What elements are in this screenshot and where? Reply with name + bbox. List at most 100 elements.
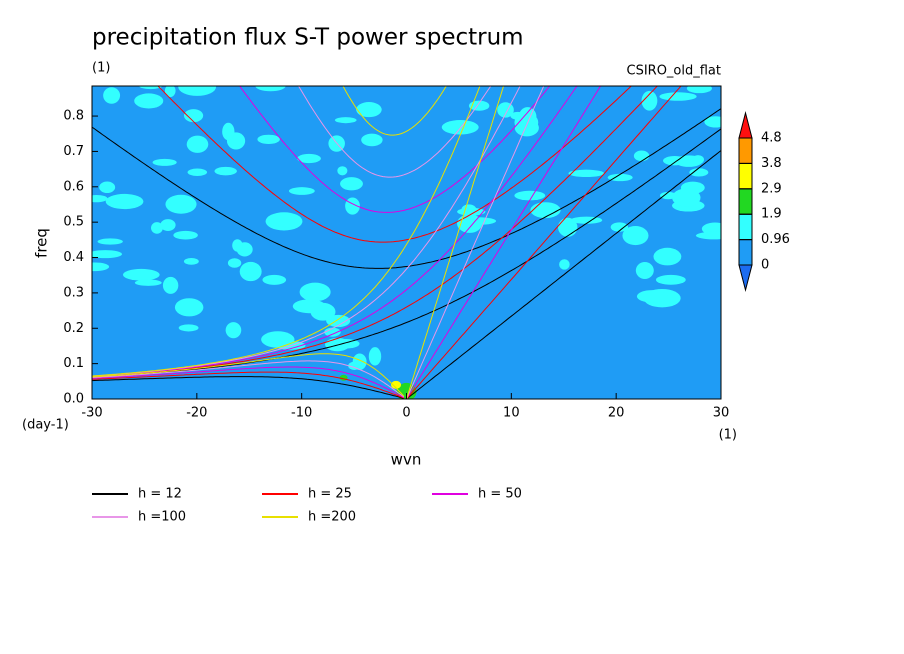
dispersion-curve — [92, 371, 405, 399]
field-patch — [514, 190, 546, 201]
field-patch — [257, 134, 280, 144]
field-patch — [310, 302, 336, 321]
dispersion-curve — [92, 86, 521, 377]
field-patch — [641, 90, 658, 111]
field-patch — [97, 238, 123, 245]
field-patch — [162, 276, 179, 294]
field-patch — [122, 268, 160, 281]
field-patch — [356, 102, 382, 118]
field-patch — [261, 331, 295, 348]
field-patch — [222, 122, 235, 141]
field-patch — [468, 100, 490, 111]
field-patch — [183, 258, 199, 265]
x-tick-label: 10 — [503, 406, 520, 421]
field-patch — [92, 262, 110, 272]
dispersion-curve — [92, 86, 578, 377]
field-patch — [178, 86, 217, 96]
dataset-label: CSIRO_old_flat — [627, 64, 722, 79]
plot-area — [92, 86, 721, 399]
field-patch — [173, 230, 198, 240]
dispersion-curve — [92, 86, 659, 378]
field-patch — [659, 92, 697, 101]
y-axis-label: freq — [33, 228, 51, 258]
field-patch — [165, 194, 197, 214]
field-patch — [92, 250, 123, 259]
field-patch — [139, 86, 162, 90]
field-patch — [610, 222, 629, 232]
field-patch — [704, 116, 721, 128]
y-tick-label: 0.0 — [63, 392, 84, 407]
field-patch — [461, 217, 497, 225]
field-patch — [636, 290, 668, 303]
field-patch — [225, 322, 242, 339]
y-tick-label: 0.1 — [63, 356, 84, 371]
field-patch — [352, 353, 367, 370]
colorbar-label: 2.9 — [761, 181, 782, 196]
x-tick-label: 30 — [713, 406, 730, 421]
field-patch — [326, 314, 351, 328]
dispersion-curve — [297, 86, 492, 178]
y-tick-label: 0.8 — [63, 109, 84, 124]
colorbar-box — [738, 239, 753, 266]
field-patch — [672, 188, 701, 207]
y-tick-label: 0.7 — [63, 144, 84, 159]
field-patch — [695, 231, 721, 240]
x-tick-label: 20 — [608, 406, 625, 421]
field-patch — [622, 226, 649, 246]
x-tick-label: -20 — [186, 406, 207, 421]
field-patch — [686, 86, 712, 94]
field-patch — [334, 117, 357, 124]
x-axis-label: wvn — [391, 451, 422, 469]
y-tick-label: 0.2 — [63, 321, 84, 336]
legend-label: h =200 — [308, 510, 356, 525]
field-patch — [340, 177, 363, 191]
field-patch — [174, 298, 204, 317]
field-patch — [368, 347, 382, 366]
field-patch — [152, 158, 177, 166]
field-patch — [232, 239, 243, 252]
field-patch — [633, 150, 650, 162]
field-patch — [151, 222, 163, 234]
field-patch — [262, 274, 287, 285]
field-patch — [239, 261, 262, 282]
field-patch — [607, 173, 633, 182]
x-units: (1) — [719, 428, 737, 443]
dispersion-curve — [92, 128, 721, 378]
dispersion-curve — [406, 150, 721, 399]
colorbar-label: 3.8 — [761, 156, 782, 171]
field-patch — [103, 87, 121, 104]
field-patch — [214, 166, 237, 176]
field-patch — [635, 262, 654, 279]
dispersion-curve — [92, 353, 405, 397]
field-patch — [391, 380, 402, 389]
dispersion-curve — [92, 366, 405, 399]
field-patch — [659, 191, 677, 200]
y-tick-label: 0.3 — [63, 285, 84, 300]
dispersion-curve — [406, 86, 545, 399]
field-patch — [178, 324, 199, 332]
dispersion-curve — [239, 86, 551, 213]
x-tick-label: 0 — [402, 406, 410, 421]
colorbar-box — [738, 213, 753, 241]
field-patch — [297, 153, 321, 164]
field-patch — [227, 258, 242, 268]
colorbar-box — [738, 162, 753, 190]
field-patch — [689, 168, 709, 177]
field-patch — [568, 169, 605, 178]
field-patch — [461, 204, 477, 216]
legend-label: h = 50 — [478, 487, 522, 502]
field-patch — [186, 135, 209, 153]
field-patch — [692, 155, 705, 165]
dispersion-curve — [92, 360, 405, 398]
field-patch — [530, 202, 561, 219]
x-tick-label: -30 — [81, 406, 102, 421]
chart-subtitle: (1) — [92, 61, 110, 76]
colorbar-label: 4.8 — [761, 131, 782, 146]
colorbar-label: 0 — [761, 258, 769, 273]
field-patch — [324, 327, 341, 337]
dispersion-curve — [342, 86, 447, 136]
legend-label: h = 12 — [138, 487, 182, 502]
dispersion-curve — [157, 86, 632, 243]
field-patch — [92, 194, 108, 203]
field-patch — [559, 259, 570, 270]
